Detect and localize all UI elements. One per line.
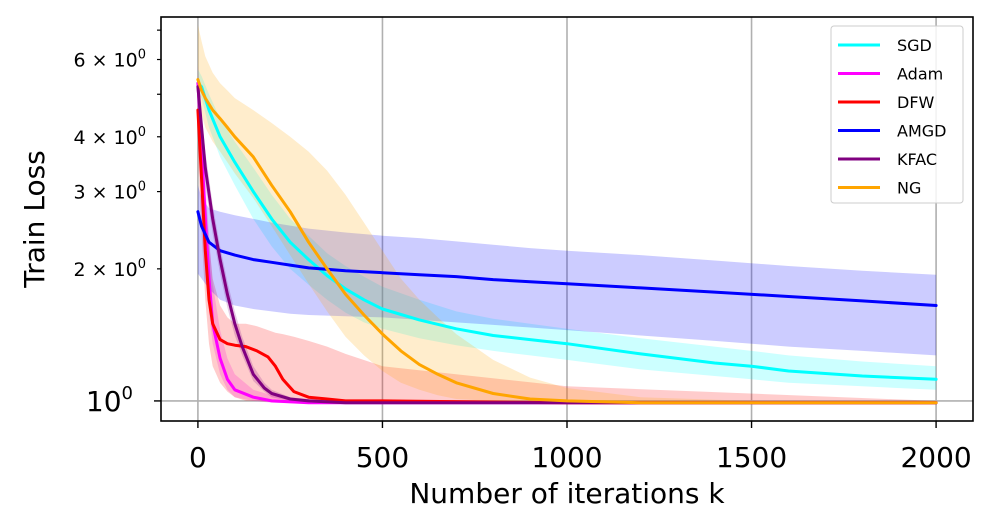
- line-dfw: [196, 108, 938, 405]
- x-tick-label: 500: [356, 441, 409, 474]
- line-ng: [196, 78, 938, 405]
- band-amgd: [197, 185, 937, 356]
- line-kfac: [196, 85, 938, 405]
- series-lines: [196, 78, 938, 405]
- x-tick-label: 1000: [531, 441, 602, 474]
- legend-label-ng: NG: [897, 179, 921, 198]
- legend-label-amgd: AMGD: [897, 122, 946, 141]
- legend-label-kfac: KFAC: [897, 150, 937, 169]
- y-axis-label: Train Loss: [18, 150, 51, 289]
- y-minor-tick-label: 3 × 100: [73, 180, 146, 204]
- band-dfw: [197, 86, 937, 404]
- line-sgd: [196, 81, 938, 381]
- x-tick-label: 2000: [900, 441, 971, 474]
- legend-label-adam: Adam: [897, 65, 943, 84]
- x-tick-label: 0: [189, 441, 207, 474]
- y-minor-tick-label: 6 × 100: [73, 48, 146, 72]
- line-amgd: [196, 210, 938, 307]
- x-tick-label: 1500: [716, 441, 787, 474]
- legend-label-dfw: DFW: [897, 93, 935, 112]
- x-axis-label: Number of iterations k: [409, 477, 725, 510]
- legend: SGD Adam DFW AMGD KFAC NG: [830, 25, 964, 204]
- y-minor-tick-label: 4 × 100: [73, 125, 146, 149]
- y-minor-tick-label: 2 × 100: [73, 257, 146, 281]
- legend-label-sgd: SGD: [897, 36, 932, 55]
